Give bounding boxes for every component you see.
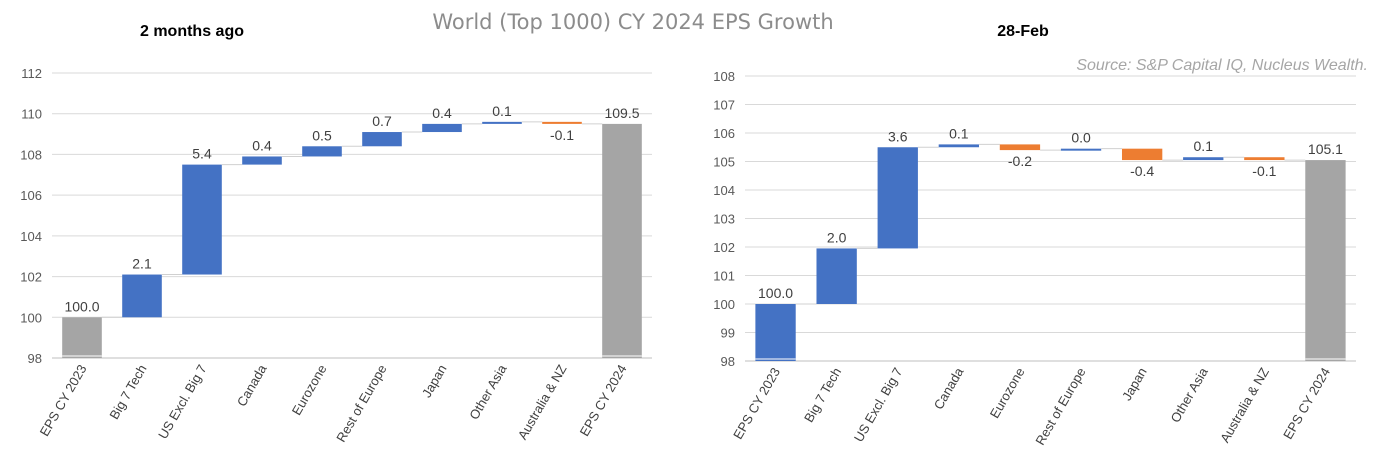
waterfall-bar xyxy=(242,156,282,165)
waterfall-bar xyxy=(62,317,102,358)
y-tick-label: 102 xyxy=(713,240,735,255)
category-label: Japan xyxy=(419,362,450,400)
data-label: 5.4 xyxy=(192,146,212,162)
y-tick-label: 106 xyxy=(713,126,735,141)
category-label: Rest of Europe xyxy=(1032,365,1088,448)
left-panel-subtitle: 2 months ago xyxy=(140,23,244,40)
category-label: EPS CY 2023 xyxy=(37,362,90,439)
waterfall-bar xyxy=(362,132,402,147)
data-label: 100.0 xyxy=(64,298,99,314)
waterfall-bar xyxy=(816,248,857,304)
category-label: US Excl. Big 7 xyxy=(851,365,906,444)
category-label: Australia & NZ xyxy=(1217,365,1272,445)
y-tick-label: 104 xyxy=(713,183,735,198)
category-label: US Excl. Big 7 xyxy=(155,362,210,441)
waterfall-bar xyxy=(542,121,582,124)
data-label: -0.1 xyxy=(1252,163,1276,179)
y-tick-label: 108 xyxy=(713,69,735,84)
category-label: Japan xyxy=(1119,365,1150,403)
y-tick-label: 110 xyxy=(21,107,42,122)
data-label: -0.1 xyxy=(550,127,574,143)
data-label: 2.0 xyxy=(827,229,847,245)
category-label: Eurozone xyxy=(289,362,330,418)
waterfall-bar xyxy=(1305,160,1346,361)
y-tick-label: 112 xyxy=(21,66,42,81)
y-tick-label: 102 xyxy=(20,270,42,285)
waterfall-bar xyxy=(1121,148,1163,161)
y-tick-label: 101 xyxy=(713,269,735,284)
category-label: Eurozone xyxy=(987,365,1028,421)
category-label: Other Asia xyxy=(1168,364,1212,425)
category-label: Canada xyxy=(234,361,270,409)
category-label: Big 7 Tech xyxy=(106,362,149,422)
waterfall-bar xyxy=(122,274,162,318)
category-label: EPS CY 2024 xyxy=(1280,365,1333,442)
waterfall-bar xyxy=(1060,148,1102,151)
waterfall-bar xyxy=(1183,157,1224,161)
data-label: -0.2 xyxy=(1008,153,1032,169)
category-label: Rest of Europe xyxy=(333,362,389,445)
right-waterfall-chart: 98 99 100 101 102 103 104 105 106 107 108 100.0 EPS … xyxy=(713,69,1356,448)
waterfall-bar xyxy=(999,144,1041,151)
y-tick-label: 98 xyxy=(721,354,735,369)
data-label: 0.5 xyxy=(312,127,332,143)
data-label: 0.1 xyxy=(1194,138,1214,154)
data-label: 0.1 xyxy=(492,103,512,119)
waterfall-bar xyxy=(602,123,642,359)
waterfall-bar xyxy=(182,164,222,275)
category-label: EPS CY 2024 xyxy=(577,362,630,439)
y-tick-label: 99 xyxy=(721,326,735,341)
data-label: 100.0 xyxy=(758,285,793,301)
data-label: 0.7 xyxy=(372,113,392,129)
data-label: 2.1 xyxy=(132,256,152,272)
y-tick-label: 104 xyxy=(20,229,42,244)
y-tick-label: 100 xyxy=(713,297,735,312)
chart-title: World (Top 1000) CY 2024 EPS Growth xyxy=(432,10,833,34)
waterfall-bar xyxy=(422,123,462,133)
waterfall-bar xyxy=(877,147,918,249)
category-label: Big 7 Tech xyxy=(801,365,844,425)
y-tick-label: 108 xyxy=(20,147,42,162)
category-label: Australia & NZ xyxy=(515,362,570,442)
source-note: Source: S&P Capital IQ, Nucleus Wealth. xyxy=(1076,57,1368,74)
y-tick-label: 103 xyxy=(713,212,735,227)
waterfall-bar xyxy=(1244,157,1285,161)
waterfall-bar xyxy=(938,144,980,148)
waterfall-bar xyxy=(755,304,796,361)
y-tick-label: 100 xyxy=(20,310,42,325)
category-label: Canada xyxy=(931,364,967,412)
data-label: 105.1 xyxy=(1308,141,1343,157)
y-tick-label: 106 xyxy=(20,188,42,203)
data-label: 0.0 xyxy=(1071,130,1091,146)
data-label: -0.4 xyxy=(1130,163,1154,179)
y-tick-label: 105 xyxy=(713,155,735,170)
data-label: 0.4 xyxy=(432,105,452,121)
category-label: Other Asia xyxy=(466,361,510,422)
y-tick-label: 107 xyxy=(713,98,735,113)
data-label: 0.1 xyxy=(949,125,969,141)
data-label: 0.4 xyxy=(252,137,272,153)
right-panel-subtitle: 28-Feb xyxy=(997,23,1049,40)
left-waterfall-chart: 98 100 102 104 106 108 110 112 100.0 EPS CY 2023 2… xyxy=(20,66,652,445)
waterfall-bar xyxy=(482,121,522,124)
data-label: 109.5 xyxy=(604,105,639,121)
y-tick-label: 98 xyxy=(28,351,42,366)
category-label: EPS CY 2023 xyxy=(730,365,783,442)
data-label: 3.6 xyxy=(888,128,908,144)
waterfall-bar xyxy=(302,146,342,157)
